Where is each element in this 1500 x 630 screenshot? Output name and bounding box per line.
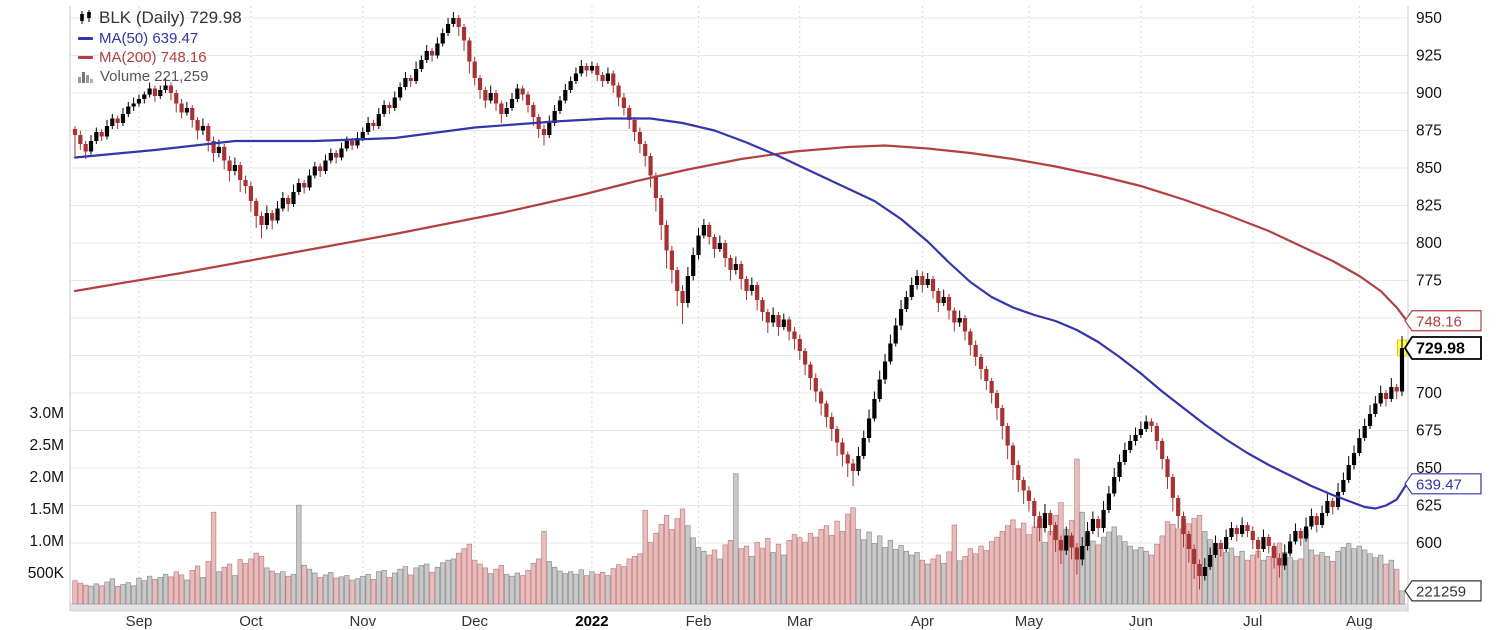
- svg-text:1.0M: 1.0M: [30, 533, 64, 550]
- gridlines: [69, 6, 1409, 611]
- svg-text:Jun: Jun: [1129, 613, 1153, 630]
- svg-text:Nov: Nov: [349, 613, 376, 630]
- price-flag: [1404, 310, 1482, 332]
- svg-text:2022: 2022: [575, 613, 608, 630]
- svg-text:2.0M: 2.0M: [30, 469, 64, 486]
- svg-text:Feb: Feb: [686, 613, 712, 630]
- svg-text:3.0M: 3.0M: [30, 405, 64, 422]
- svg-text:825: 825: [1416, 198, 1442, 215]
- svg-text:800: 800: [1416, 235, 1442, 252]
- svg-text:639.47: 639.47: [1416, 476, 1462, 493]
- legend-ma50-row: MA(50) 639.47: [78, 30, 242, 47]
- svg-text:500K: 500K: [28, 565, 65, 582]
- ma50-swatch-icon: [78, 36, 93, 40]
- svg-text:875: 875: [1416, 123, 1442, 140]
- svg-text:950: 950: [1416, 10, 1442, 27]
- svg-text:Aug: Aug: [1346, 613, 1373, 630]
- svg-text:Oct: Oct: [239, 613, 263, 630]
- svg-text:850: 850: [1416, 160, 1442, 177]
- svg-text:700: 700: [1416, 385, 1442, 402]
- candlestick-icon: [78, 10, 93, 25]
- legend-symbol-row: BLK (Daily) 729.98: [78, 8, 242, 28]
- candles: [72, 12, 1407, 590]
- ma200-label: MA(200) 748.16: [99, 48, 207, 66]
- svg-text:Apr: Apr: [911, 613, 934, 630]
- svg-text:775: 775: [1416, 273, 1442, 290]
- svg-text:625: 625: [1416, 498, 1442, 515]
- svg-text:650: 650: [1416, 460, 1442, 477]
- volume-label: Volume 221,259: [100, 68, 209, 86]
- svg-text:2.5M: 2.5M: [30, 437, 64, 454]
- svg-text:729.98: 729.98: [1416, 341, 1465, 358]
- svg-text:Mar: Mar: [787, 613, 813, 630]
- ma50-line: [73, 117, 1408, 510]
- price-flag: [1404, 473, 1482, 495]
- volume-bars: [72, 458, 1405, 605]
- price-flag: [1404, 580, 1482, 602]
- svg-text:221259: 221259: [1416, 583, 1466, 600]
- svg-text:Sep: Sep: [126, 613, 153, 630]
- svg-text:600: 600: [1416, 535, 1442, 552]
- svg-text:May: May: [1015, 613, 1044, 630]
- symbol-title: BLK (Daily) 729.98: [99, 8, 242, 27]
- ma200-line: [73, 144, 1408, 322]
- svg-text:748.16: 748.16: [1416, 313, 1462, 330]
- svg-text:Jul: Jul: [1243, 613, 1262, 630]
- svg-text:Dec: Dec: [461, 613, 488, 630]
- price-axis-labels: 950 925 900 875 850 825 800 775 700 675 650 625 600: [1416, 10, 1442, 552]
- x-axis: Sep Oct Nov Dec 2022 Feb Mar Apr May Jun Jul Aug: [69, 603, 1409, 630]
- price-flag: [1403, 336, 1482, 360]
- ma50-label: MA(50) 639.47: [99, 29, 199, 47]
- svg-text:675: 675: [1416, 423, 1442, 440]
- svg-text:1.5M: 1.5M: [30, 501, 64, 518]
- ma200-swatch-icon: [78, 55, 93, 59]
- chart-legend: BLK (Daily) 729.98 MA(50) 639.47 MA(200)…: [78, 8, 242, 85]
- volume-axis-labels: 3.0M 2.5M 2.0M 1.5M 1.0M 500K: [28, 405, 65, 582]
- svg-text:900: 900: [1416, 85, 1442, 102]
- volume-bars-icon: [78, 70, 94, 84]
- price-flags: 748.16 729.98 639.47 221259: [1403, 310, 1482, 602]
- legend-ma200-row: MA(200) 748.16: [78, 49, 242, 66]
- svg-text:925: 925: [1416, 48, 1442, 65]
- legend-volume-row: Volume 221,259: [78, 68, 242, 85]
